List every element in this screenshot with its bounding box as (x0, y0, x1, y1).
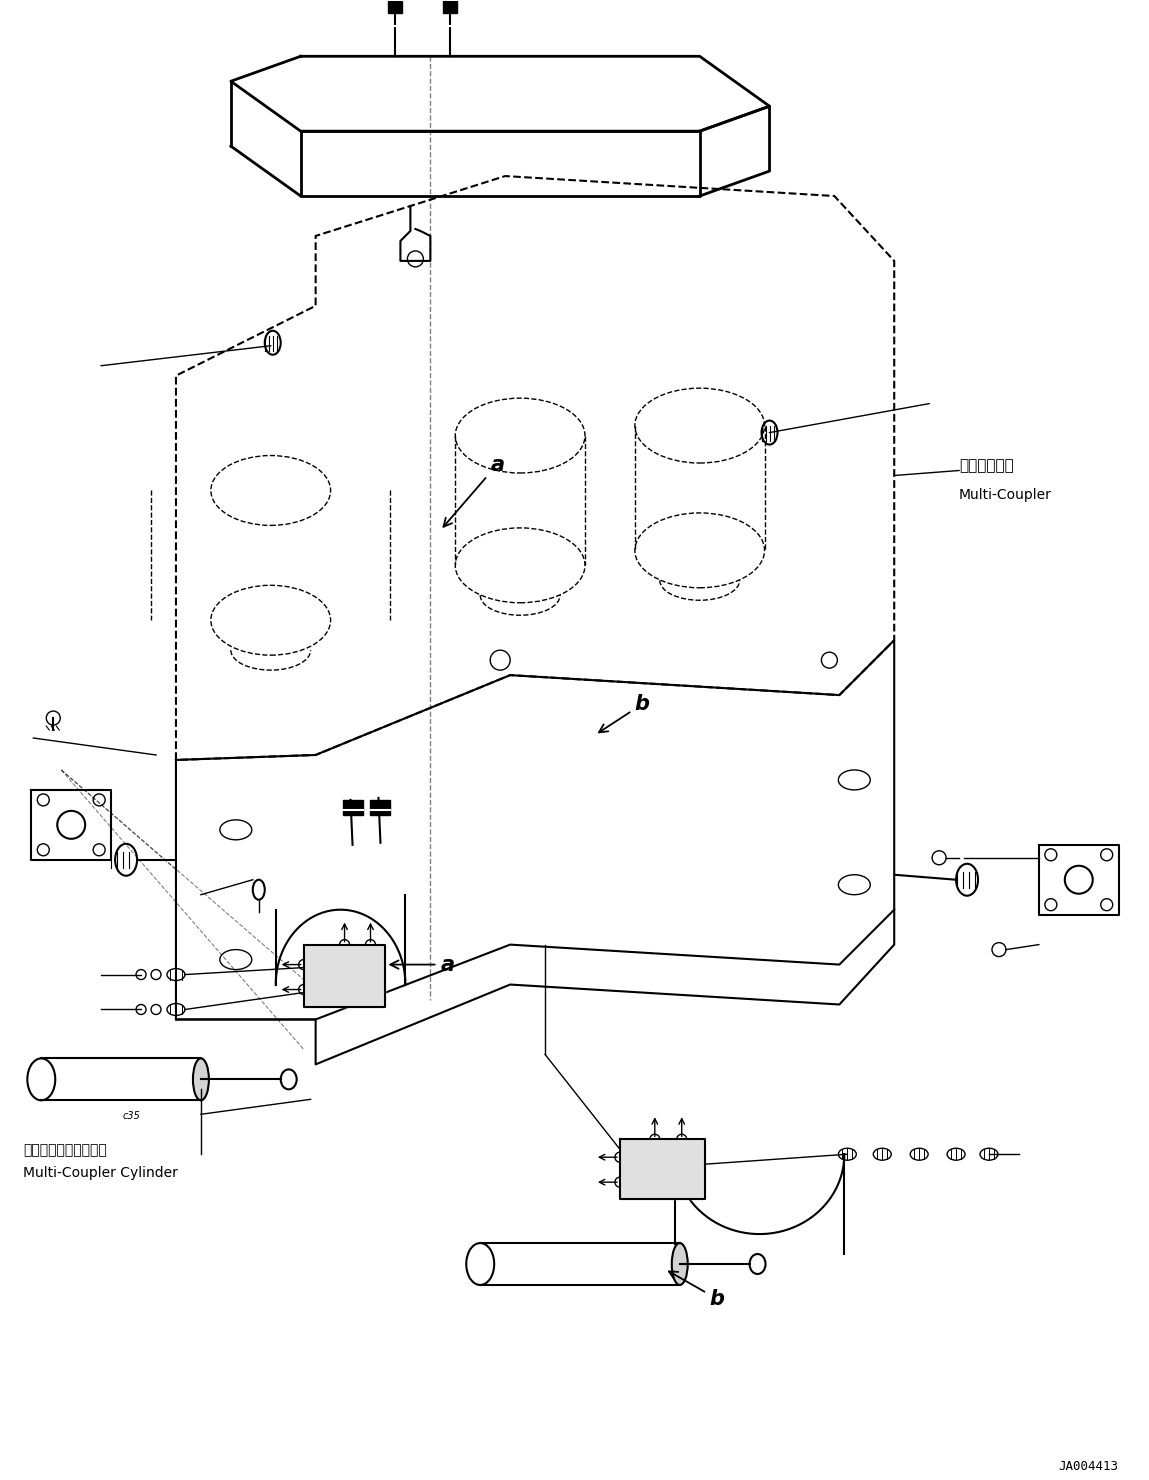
Ellipse shape (672, 1243, 688, 1285)
Polygon shape (303, 944, 385, 1008)
Polygon shape (620, 1140, 704, 1199)
Circle shape (391, 0, 400, 6)
Text: b: b (599, 694, 650, 733)
Bar (342, 799, 363, 815)
Text: マルチカプラシリンダ: マルチカプラシリンダ (23, 1143, 107, 1157)
Text: c35: c35 (122, 1111, 140, 1122)
Text: b: b (669, 1271, 725, 1308)
Text: JA004413: JA004413 (1058, 1461, 1119, 1473)
Circle shape (446, 0, 455, 6)
Bar (444, 1, 457, 13)
Bar (388, 1, 402, 13)
Ellipse shape (193, 1058, 209, 1100)
Text: Multi-Coupler Cylinder: Multi-Coupler Cylinder (23, 1166, 178, 1180)
Text: a: a (391, 955, 455, 974)
Text: マルチカプラ: マルチカプラ (959, 457, 1013, 474)
Bar (370, 799, 391, 815)
Text: a: a (444, 454, 504, 527)
Text: Multi-Coupler: Multi-Coupler (959, 488, 1052, 502)
